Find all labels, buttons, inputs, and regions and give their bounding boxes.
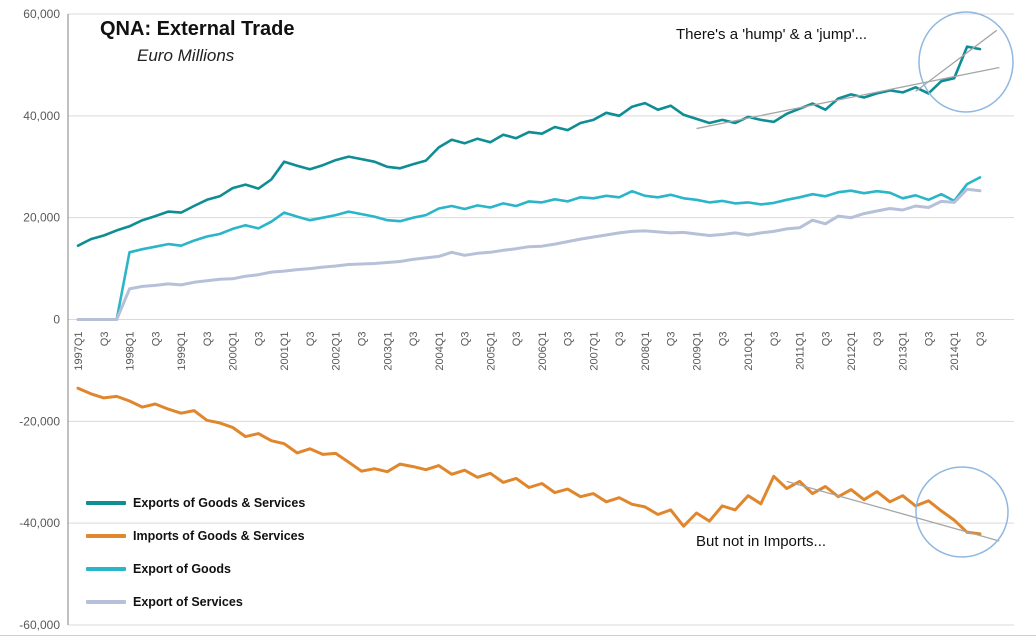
x-axis-tick-label: Q3	[253, 332, 265, 347]
x-axis-tick-label: Q3	[872, 332, 884, 347]
legend-swatch-export-services	[86, 599, 126, 604]
x-axis-tick-label: 2001Q1	[279, 332, 291, 371]
x-axis-tick-label: 2014Q1	[949, 332, 961, 371]
legend-item-imports-goods-services: Imports of Goods & Services	[86, 519, 305, 552]
x-axis-tick-label: Q3	[150, 332, 162, 347]
x-axis-tick-label: Q3	[305, 332, 317, 347]
x-axis-tick-label: 1998Q1	[125, 332, 137, 371]
legend-label-export-goods: Export of Goods	[133, 561, 231, 576]
y-axis-tick-label: 20,000	[23, 211, 60, 225]
legend-label-export-services: Export of Services	[133, 594, 243, 609]
legend-label-exports-goods-services: Exports of Goods & Services	[133, 495, 306, 510]
x-axis-tick-label: 2003Q1	[382, 332, 394, 371]
annotation-hump-jump: There's a 'hump' & a 'jump'...	[676, 26, 868, 43]
series-line-3	[76, 187, 982, 321]
x-axis-tick-label: 2011Q1	[795, 332, 807, 370]
highlight-circle	[915, 466, 1009, 558]
trend-line	[696, 66, 1000, 130]
legend-label-imports-goods-services: Imports of Goods & Services	[133, 528, 305, 543]
x-axis-tick-label: Q3	[202, 332, 214, 347]
legend-item-export-services: Export of Services	[86, 585, 305, 618]
y-axis-tick-label: -20,000	[19, 414, 60, 428]
chart-legend: Exports of Goods & Services Imports of G…	[86, 486, 305, 618]
legend-swatch-imports-goods-services	[86, 533, 126, 538]
legend-item-exports-goods-services: Exports of Goods & Services	[86, 486, 305, 519]
series-line-2	[76, 176, 982, 321]
series-line-0	[76, 45, 982, 247]
x-axis-tick-label: 2009Q1	[692, 332, 704, 371]
x-axis-tick-label: 2004Q1	[434, 332, 446, 371]
x-axis-tick-label: 2007Q1	[588, 332, 600, 371]
trend-line	[915, 29, 998, 92]
y-axis-tick-label: -40,000	[19, 516, 60, 530]
x-axis-tick-label: Q3	[563, 332, 575, 347]
series-line-1	[76, 386, 982, 536]
trend-line	[786, 480, 1000, 542]
x-axis-tick-label: 2008Q1	[640, 332, 652, 371]
x-axis-tick-label: Q3	[717, 332, 729, 347]
x-axis-tick-label: Q3	[666, 332, 678, 347]
legend-swatch-export-goods	[86, 566, 126, 571]
x-axis-tick-label: 2006Q1	[537, 332, 549, 371]
x-axis-tick-label: 2005Q1	[485, 332, 497, 371]
x-axis-tick-label: 2013Q1	[898, 332, 910, 371]
highlight-circle	[918, 11, 1014, 113]
x-axis-tick-label: 2000Q1	[228, 332, 240, 371]
legend-item-export-goods: Export of Goods	[86, 552, 305, 585]
x-axis-tick-label: 2012Q1	[846, 332, 858, 371]
x-axis-tick-label: Q3	[99, 332, 111, 347]
y-axis-tick-label: 0	[53, 313, 60, 327]
x-axis-tick-label: Q3	[769, 332, 781, 347]
x-axis-tick-label: 1997Q1	[73, 332, 85, 371]
x-axis-tick-label: Q3	[820, 332, 832, 347]
x-axis-tick-label: Q3	[923, 332, 935, 347]
x-axis-tick-label: 2010Q1	[743, 332, 755, 371]
y-axis-tick-label: 40,000	[23, 109, 60, 123]
chart-subtitle: Euro Millions	[137, 46, 235, 65]
x-axis-tick-label: Q3	[614, 332, 626, 347]
x-axis-tick-label: 1999Q1	[176, 332, 188, 371]
x-axis-tick-label: Q3	[460, 332, 472, 347]
y-axis-tick-label: -60,000	[19, 618, 60, 632]
chart-title: QNA: External Trade	[100, 18, 295, 40]
x-axis-tick-label: 2002Q1	[331, 332, 343, 371]
x-axis-tick-label: Q3	[511, 332, 523, 347]
legend-swatch-exports-goods-services	[86, 500, 126, 505]
y-axis-tick-label: 60,000	[23, 7, 60, 21]
x-axis-tick-label: Q3	[408, 332, 420, 347]
annotation-not-imports: But not in Imports...	[696, 533, 827, 550]
x-axis-tick-label: Q3	[975, 332, 987, 347]
x-axis-tick-label: Q3	[356, 332, 368, 347]
